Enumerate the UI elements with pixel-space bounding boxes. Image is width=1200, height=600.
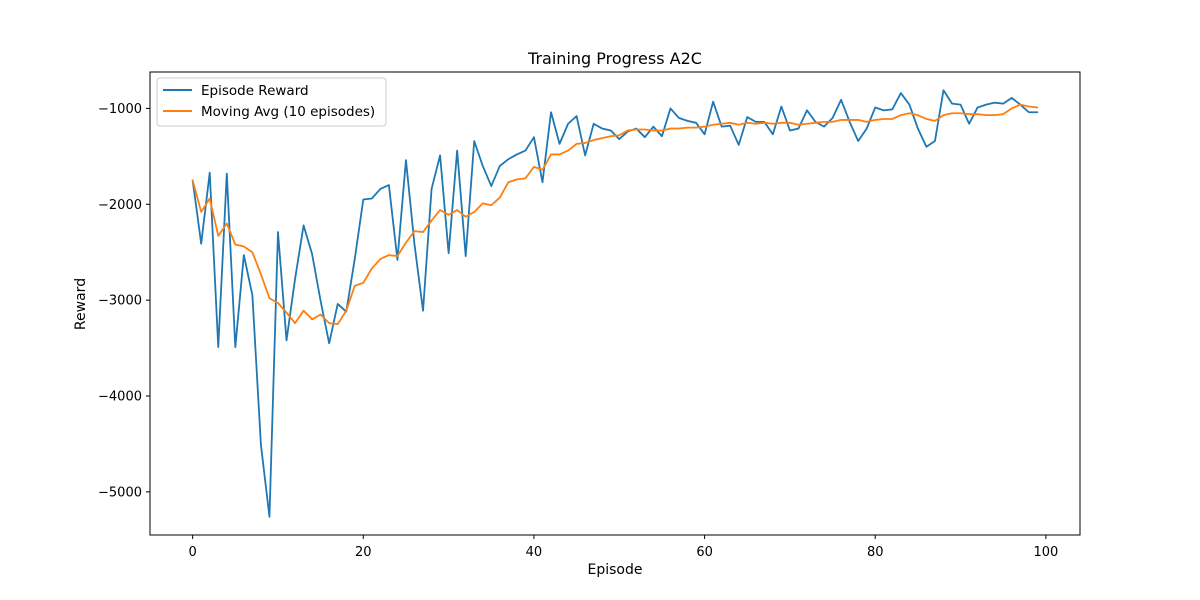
y-tick-label: −1000 xyxy=(98,102,142,117)
x-tick-label: 100 xyxy=(1033,545,1058,560)
plot-frame xyxy=(149,71,1081,536)
x-tick-label: 20 xyxy=(355,545,372,560)
x-tick-label: 80 xyxy=(867,545,884,560)
y-axis-title: Reward xyxy=(73,278,89,330)
legend-label-episode-reward: Episode Reward xyxy=(201,83,309,99)
plot-area xyxy=(149,71,1081,536)
series-line-moving-avg xyxy=(191,103,1039,326)
y-tick-label: −3000 xyxy=(98,294,142,309)
y-tick-label: −2000 xyxy=(98,198,142,213)
y-axis: −5000 −4000 −3000 −2000 −1000 xyxy=(98,102,150,500)
x-tick-label: 60 xyxy=(696,545,713,560)
chart-title: Training Progress A2C xyxy=(527,49,702,68)
legend-label-moving-avg: Moving Avg (10 episodes) xyxy=(201,104,375,120)
x-axis-title: Episode xyxy=(588,562,643,578)
x-tick-label: 0 xyxy=(189,545,197,560)
x-tick-label: 40 xyxy=(526,545,543,560)
y-tick-label: −5000 xyxy=(98,485,142,500)
x-axis: 0 20 40 60 80 100 xyxy=(189,535,1058,560)
y-tick-label: −4000 xyxy=(98,390,142,405)
legend: Episode Reward Moving Avg (10 episodes) xyxy=(156,77,387,127)
series-layer xyxy=(191,89,1039,518)
legend-box xyxy=(156,77,387,127)
